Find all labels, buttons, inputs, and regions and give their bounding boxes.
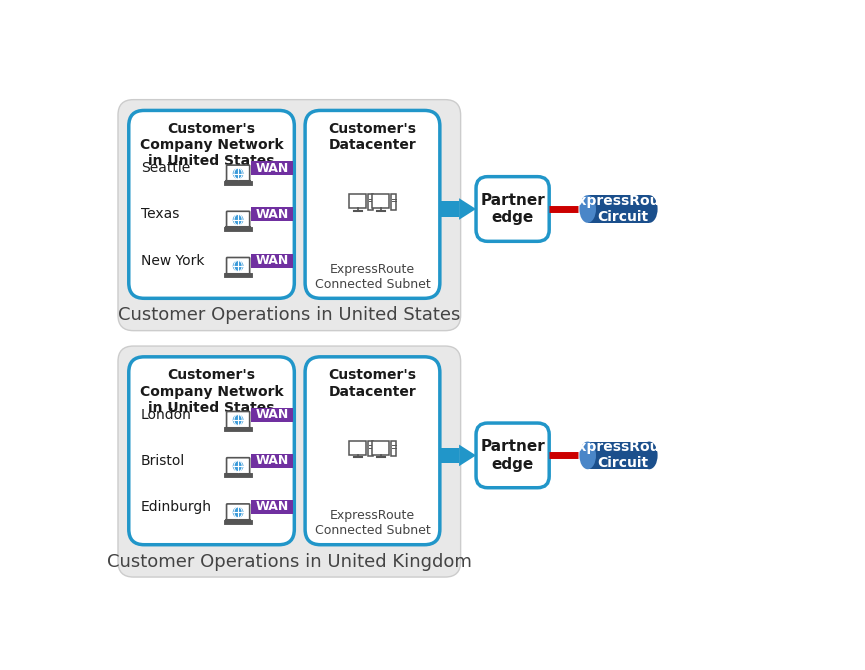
FancyBboxPatch shape — [373, 441, 389, 455]
Circle shape — [233, 214, 244, 225]
Text: Edinburgh: Edinburgh — [141, 500, 212, 514]
Text: Bristol: Bristol — [141, 454, 185, 468]
Text: WAN: WAN — [255, 408, 289, 421]
Text: ExpressRoute
Circuit: ExpressRoute Circuit — [568, 440, 676, 470]
FancyBboxPatch shape — [305, 111, 439, 298]
Text: WAN: WAN — [255, 500, 289, 513]
FancyBboxPatch shape — [368, 194, 373, 210]
FancyBboxPatch shape — [305, 357, 439, 545]
Circle shape — [233, 507, 244, 518]
Text: WAN: WAN — [255, 161, 289, 175]
Bar — [251, 254, 292, 267]
Text: Partner
edge: Partner edge — [480, 193, 545, 225]
FancyBboxPatch shape — [476, 423, 549, 488]
Circle shape — [233, 461, 244, 472]
FancyBboxPatch shape — [227, 458, 250, 474]
FancyBboxPatch shape — [227, 504, 250, 521]
Text: Customer Operations in United Kingdom: Customer Operations in United Kingdom — [107, 553, 471, 571]
Text: New York: New York — [141, 253, 205, 267]
Ellipse shape — [641, 442, 657, 469]
Text: Customer's
Company Network
in United States: Customer's Company Network in United Sta… — [140, 369, 284, 415]
Ellipse shape — [641, 195, 657, 223]
Text: WAN: WAN — [255, 208, 289, 221]
Text: Customer Operations in United States: Customer Operations in United States — [119, 306, 460, 324]
Polygon shape — [459, 445, 476, 466]
Text: London: London — [141, 407, 192, 421]
Circle shape — [233, 168, 244, 179]
Text: ExpressRoute
Connected Subnet: ExpressRoute Connected Subnet — [315, 263, 431, 291]
FancyBboxPatch shape — [118, 346, 461, 577]
FancyBboxPatch shape — [227, 165, 250, 182]
Text: Texas: Texas — [141, 208, 179, 221]
Text: Seattle: Seattle — [141, 161, 190, 175]
FancyBboxPatch shape — [227, 411, 250, 428]
FancyBboxPatch shape — [391, 441, 396, 456]
Bar — [251, 161, 292, 175]
FancyBboxPatch shape — [118, 100, 461, 331]
FancyBboxPatch shape — [227, 211, 250, 228]
FancyBboxPatch shape — [227, 257, 250, 275]
Text: Customer's
Datacenter: Customer's Datacenter — [329, 122, 416, 152]
FancyBboxPatch shape — [129, 111, 294, 298]
FancyBboxPatch shape — [391, 194, 396, 210]
Ellipse shape — [580, 442, 596, 469]
FancyBboxPatch shape — [129, 357, 294, 545]
Text: Customer's
Datacenter: Customer's Datacenter — [329, 369, 416, 399]
Text: Customer's
Company Network
in United States: Customer's Company Network in United Sta… — [140, 122, 284, 168]
Bar — [251, 500, 292, 514]
Circle shape — [233, 415, 244, 425]
Bar — [251, 407, 292, 421]
FancyBboxPatch shape — [349, 194, 366, 208]
Text: ExpressRoute
Circuit: ExpressRoute Circuit — [568, 194, 676, 224]
FancyBboxPatch shape — [368, 441, 373, 456]
Text: Partner
edge: Partner edge — [480, 440, 545, 472]
Ellipse shape — [580, 195, 596, 223]
Bar — [439, 201, 459, 216]
Bar — [251, 208, 292, 221]
Text: WAN: WAN — [255, 254, 289, 267]
Circle shape — [233, 261, 244, 271]
FancyBboxPatch shape — [349, 441, 366, 455]
Bar — [251, 454, 292, 468]
Bar — [587, 195, 650, 223]
Polygon shape — [459, 198, 476, 220]
Bar — [587, 442, 650, 469]
FancyBboxPatch shape — [373, 194, 389, 208]
Text: WAN: WAN — [255, 454, 289, 467]
Bar — [439, 448, 459, 463]
Text: ExpressRoute
Connected Subnet: ExpressRoute Connected Subnet — [315, 509, 431, 537]
FancyBboxPatch shape — [476, 177, 549, 241]
